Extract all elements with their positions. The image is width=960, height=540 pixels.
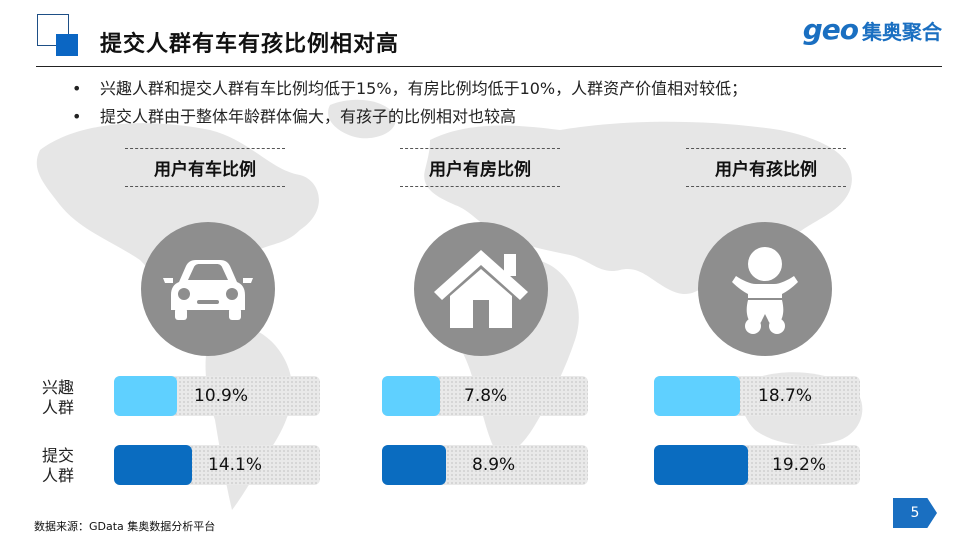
page-number: 5 [893,498,937,528]
car-icon [141,222,275,356]
logo-square-outline [37,14,69,46]
row-label-interest: 兴趣 人群 [42,378,74,418]
bar-house-submit: 8.9% [382,445,588,485]
brand-logo: geo 集奥聚合 [802,13,942,46]
bullet-item: • 提交人群由于整体年龄群体偏大，有孩子的比例相对也较高 [72,104,747,132]
bar-car-submit: 14.1% [114,445,320,485]
bar-child-submit: 19.2% [654,445,860,485]
bar-fill-submit [654,445,748,485]
bar-house-interest: 7.8% [382,376,588,416]
brand-logo-name: 集奥聚合 [862,20,942,44]
bullet-text: 提交人群由于整体年龄群体偏大，有孩子的比例相对也较高 [100,107,517,126]
category-title-house: 用户有房比例 [400,148,560,187]
bar-value: 8.9% [472,455,516,475]
bullet-marker: • [72,107,82,126]
bar-value: 18.7% [758,386,813,406]
row-label-line: 人群 [42,466,75,485]
bar-car-interest: 10.9% [114,376,320,416]
row-label-line: 人群 [42,398,75,417]
logo-square-filled [56,34,78,56]
summary-bullets: • 兴趣人群和提交人群有车比例均低于15%，有房比例均低于10%，人群资产价值相… [72,76,747,132]
row-label-line: 提交 [42,446,75,465]
baby-icon [698,222,832,356]
bar-fill-submit [114,445,192,485]
category-title-car: 用户有车比例 [125,148,285,187]
bullet-text: 兴趣人群和提交人群有车比例均低于15%，有房比例均低于10%，人群资产价值相对较… [100,79,748,98]
bar-child-interest: 18.7% [654,376,860,416]
brand-logo-geo: geo [802,13,859,46]
bar-fill-interest [114,376,177,416]
bar-fill-interest [654,376,740,416]
bar-fill-submit [382,445,446,485]
bar-value: 19.2% [772,455,827,475]
house-icon [414,222,548,356]
bar-value: 14.1% [208,455,263,475]
data-source-note: 数据来源：GData 集奥数据分析平台 [34,520,216,533]
bar-value: 10.9% [194,386,249,406]
bullet-item: • 兴趣人群和提交人群有车比例均低于15%，有房比例均低于10%，人群资产价值相… [72,76,747,104]
category-title-child: 用户有孩比例 [686,148,846,187]
bullet-marker: • [72,79,82,98]
bar-value: 7.8% [464,386,508,406]
page-title: 提交人群有车有孩比例相对高 [100,32,400,57]
header-divider [36,66,942,67]
row-label-submit: 提交 人群 [42,446,74,486]
row-label-line: 兴趣 [42,378,75,397]
bar-fill-interest [382,376,440,416]
